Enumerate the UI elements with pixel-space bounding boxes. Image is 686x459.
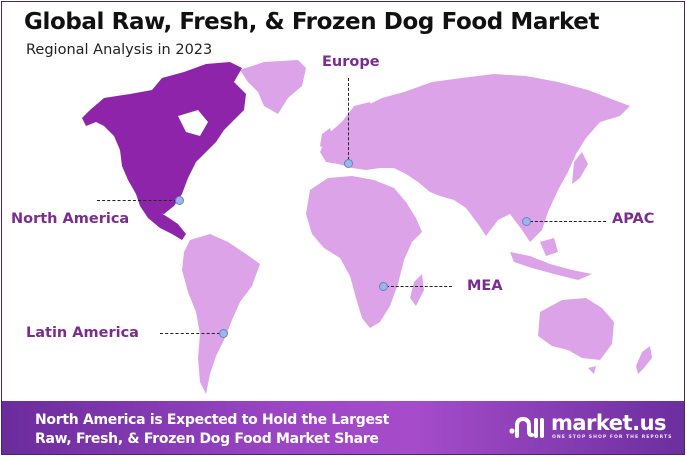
north-america-leader-line [97,200,177,201]
banner-line-2: Raw, Fresh, & Frozen Dog Food Market Sha… [35,431,379,447]
mea-marker [379,282,388,291]
region-label-latin-america: Latin America [26,325,139,341]
latin-america-marker [219,329,228,338]
australia-shape [538,298,614,360]
central-america-shape [136,194,186,240]
africa-shape [306,176,422,328]
page-subtitle: Regional Analysis in 2023 [26,42,213,58]
market-us-logo: market.us ONE STOP SHOP FOR THE REPORTS [509,411,673,444]
banner-text: North America is Expected to Hold the La… [35,411,389,449]
world-map [82,60,652,394]
europe-leader-line [348,78,349,160]
north-america-marker [175,196,184,205]
latin-america-leader-line [160,333,220,334]
region-label-europe: Europe [322,54,380,70]
page-title: Global Raw, Fresh, & Frozen Dog Food Mar… [24,9,600,35]
apac-marker [522,217,531,226]
region-label-mea: MEA [467,278,503,294]
apac-leader-line [530,221,606,222]
region-label-north-america: North America [11,211,130,227]
banner-line-1: North America is Expected to Hold the La… [35,412,390,428]
south-america-shape [182,234,260,394]
logo-wordmark: market.us [551,411,667,435]
conclusion-banner: North America is Expected to Hold the La… [2,401,684,454]
eurasia-shape [320,74,630,242]
region-label-apac: APAC [612,211,655,227]
north-america-shape [82,62,246,214]
mea-leader-line [386,286,452,287]
europe-marker [344,159,353,168]
greenland-shape [240,60,306,114]
logo-tagline: ONE STOP SHOP FOR THE REPORTS [552,435,673,440]
market-us-logo-icon [509,416,544,438]
